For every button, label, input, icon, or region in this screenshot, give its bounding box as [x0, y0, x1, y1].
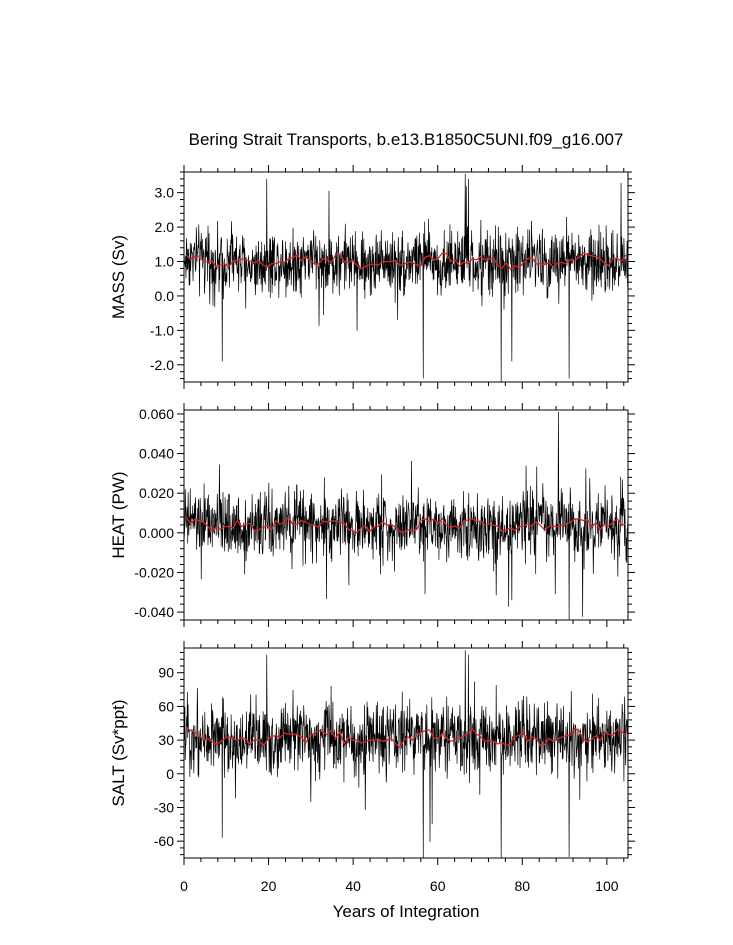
- panel-heat: -0.040 -0.020 0.000 0.020 0.040 0.060 HEAT (PW…: [109, 403, 635, 627]
- y-tick-label: 60: [158, 698, 174, 714]
- y-tick-label: -0.020: [134, 564, 174, 580]
- y-tick-label: 30: [158, 732, 174, 748]
- x-tick-label: 20: [261, 878, 277, 894]
- plot-frame: [183, 647, 629, 859]
- y-tick-label: 0.000: [139, 525, 174, 541]
- x-tick-label: 0: [180, 878, 188, 894]
- x-axis-label: Years of Integration: [333, 902, 480, 921]
- y-tick-label: 0.040: [139, 446, 174, 462]
- series-annual-line: [185, 727, 627, 749]
- panels: -2.0 -1.0 0.0 1.0 2.0 3.0 MASS (Sv) -0.040 -0.02…: [109, 165, 635, 894]
- y-axis-label: HEAT (PW): [109, 471, 128, 558]
- y-tick-label: -0.040: [134, 604, 174, 620]
- y-tick-label: -60: [154, 833, 174, 849]
- y-tick-label: -30: [154, 799, 174, 815]
- y-tick-label: 0.0: [155, 288, 175, 304]
- panel-salt: -60 -30 0 30 60 90 SALT (Sv*ppt): [109, 641, 635, 865]
- x-tick-label: 40: [345, 878, 361, 894]
- series-monthly-line: [184, 650, 628, 858]
- y-tick-label: -1.0: [150, 322, 174, 338]
- x-tick-label: 60: [430, 878, 446, 894]
- chart-title: Bering Strait Transports, b.e13.B1850C5U…: [189, 130, 624, 149]
- plot-frame: [183, 409, 629, 621]
- y-tick-label: 90: [158, 665, 174, 681]
- series-annual-line: [185, 252, 627, 271]
- x-tick-label: 100: [595, 878, 619, 894]
- plot-frame: [183, 171, 629, 383]
- y-tick-label: 2.0: [155, 219, 175, 235]
- y-axis-label: SALT (Sv*ppt): [109, 699, 128, 806]
- x-tick-label: 80: [514, 878, 530, 894]
- y-tick-label: -2.0: [150, 357, 174, 373]
- y-axis-label: MASS (Sv): [109, 235, 128, 319]
- y-tick-label: 3.0: [155, 185, 175, 201]
- panel-mass: -2.0 -1.0 0.0 1.0 2.0 3.0 MASS (Sv): [109, 165, 635, 389]
- y-tick-label: 1.0: [155, 254, 175, 270]
- series-monthly-line: [184, 411, 628, 620]
- series-monthly-line: [184, 173, 628, 382]
- series-annual-line: [185, 515, 626, 534]
- y-tick-label: 0.060: [139, 406, 174, 422]
- y-tick-label: 0: [166, 766, 174, 782]
- y-tick-label: 0.020: [139, 485, 174, 501]
